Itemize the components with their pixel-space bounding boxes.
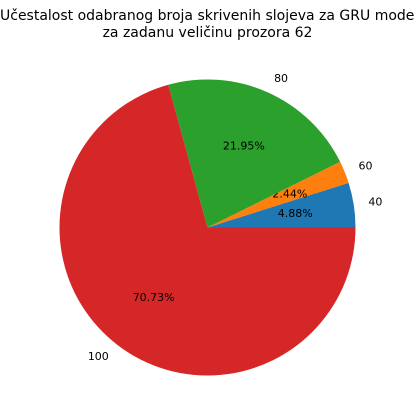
chart-title-line-2: za zadanu veličinu prozora 62 (102, 25, 313, 41)
slice-label-60: 60 (358, 160, 372, 173)
pie-slice-80 (168, 79, 341, 228)
slice-percent-80: 21.95% (223, 139, 265, 152)
slice-label-40: 40 (368, 196, 382, 209)
pie-slice-60 (207, 161, 349, 228)
slice-percent-40: 4.88% (278, 207, 313, 220)
pie-slice-100 (59, 84, 356, 376)
slice-percent-100: 70.73% (133, 291, 175, 304)
slice-label-100: 100 (88, 350, 109, 363)
pie-slice-40 (207, 182, 356, 228)
chart-title-line-1: Učestalost odabranog broja skrivenih slo… (0, 8, 415, 24)
slice-label-80: 80 (274, 72, 288, 85)
